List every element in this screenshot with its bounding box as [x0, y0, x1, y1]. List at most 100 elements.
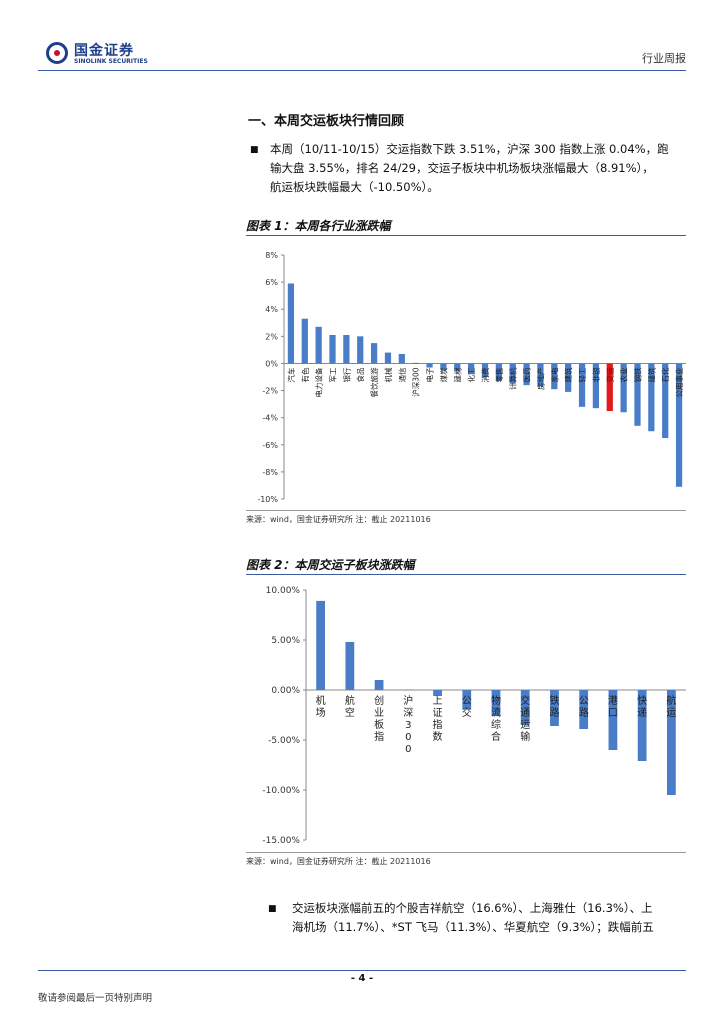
bar [523, 363, 530, 386]
category-label: 上证指数 [433, 695, 443, 743]
bar [620, 363, 627, 413]
category-label: 零售 [494, 367, 504, 382]
y-tick-label: -15.00% [262, 836, 300, 846]
y-tick-label: 2% [265, 332, 278, 341]
paragraph-weekly-summary: 本周（10/11-10/15）交运指数下跌 3.51%，沪深 300 指数上涨 … [270, 140, 690, 197]
bar [343, 334, 350, 364]
bar [370, 343, 378, 364]
chart2-transport-subsector-returns: 10.00% 5.00% 0.00% -5.00% -10.00% -15.00% 机场航空… [262, 586, 686, 846]
paragraph-top-stocks: 交运板块涨幅前五的个股吉祥航空（16.6%）、上海雅仕（16.3%）、上 海机场… [292, 899, 692, 937]
category-label: 房地产 [535, 367, 545, 390]
category-label: 汽车 [286, 367, 296, 382]
bar [315, 326, 322, 364]
y-tick-label: -4% [262, 414, 278, 423]
category-label: 建材 [452, 367, 462, 382]
category-label: 家电 [549, 367, 559, 382]
chart1-caption-rule [246, 235, 686, 236]
bar [384, 352, 392, 364]
category-label: 非银 [591, 367, 601, 382]
category-label: 煤炭 [438, 367, 448, 382]
category-label: 航空 [345, 694, 355, 719]
logo-en: SINOLINK SECURITIES [74, 58, 148, 65]
bar [481, 363, 489, 377]
category-label: 航运 [666, 694, 676, 719]
category-label: 农业 [619, 367, 629, 382]
bar [675, 363, 683, 487]
y-tick-label: -10% [257, 495, 278, 504]
category-label: 交通运输 [520, 694, 530, 743]
bullet-icon: ■ [268, 904, 277, 914]
bar [634, 363, 641, 426]
category-label: 通信 [397, 367, 407, 382]
bar [491, 690, 501, 716]
bar [509, 363, 516, 384]
chart1-caption: 图表 1：本周各行业涨跌幅 [246, 219, 391, 233]
category-label: 机械 [383, 367, 393, 382]
para-line: 航运板块跌幅最大（-10.50%）。 [270, 180, 439, 194]
para-line: 本周（10/11-10/15）交运指数下跌 3.51%，沪深 300 指数上涨 … [270, 142, 669, 156]
category-label: 港口 [608, 695, 618, 719]
category-label: 有色 [300, 367, 310, 382]
bar [398, 353, 405, 364]
category-label: 公路 [579, 696, 589, 719]
category-label: 军工 [329, 367, 338, 382]
category-label: 食品 [355, 367, 365, 382]
bar [495, 363, 502, 382]
bar [608, 690, 618, 750]
y-tick-label: 0.00% [271, 686, 300, 696]
y-tick-label: -8% [262, 468, 278, 477]
y-tick-label: -6% [262, 441, 278, 450]
category-label: 公交 [462, 696, 472, 719]
logo-mark-icon [46, 42, 68, 64]
y-tick-label: 4% [265, 305, 278, 314]
bullet-icon: ■ [250, 145, 259, 155]
chart1-bottom-rule [246, 510, 686, 511]
chart2-caption-rule [246, 574, 686, 575]
bar [662, 363, 669, 438]
category-label: 物流综合 [491, 694, 501, 743]
bar [579, 690, 589, 729]
category-label: 建筑 [646, 367, 656, 382]
y-tick-label: 8% [265, 251, 278, 260]
category-label: 交运 [605, 367, 615, 382]
y-tick-label: -10.00% [262, 786, 300, 796]
sinolink-logo: 国金证券 SINOLINK SECURITIES [46, 40, 156, 70]
section-title: 一、本周交运板块行情回顾 [248, 114, 405, 129]
header-rule [38, 70, 686, 71]
y-tick-label: -2% [262, 387, 278, 396]
bar [454, 363, 461, 372]
bar [537, 363, 544, 387]
y-tick-label: -5.00% [268, 736, 300, 746]
bar [426, 363, 433, 368]
para-line: 交运板块涨幅前五的个股吉祥航空（16.6%）、上海雅仕（16.3%）、上 [292, 901, 653, 915]
bar [648, 363, 655, 432]
category-label: 钢铁 [632, 367, 642, 382]
category-label: 建筑 [563, 367, 573, 382]
logo-cn: 国金证券 [74, 43, 134, 59]
bar [316, 600, 325, 690]
chart2-caption: 图表 2：本周交运子板块涨跌幅 [246, 558, 415, 572]
bar [592, 363, 600, 409]
bar [345, 642, 355, 690]
category-label: 快递 [637, 695, 647, 719]
bar [403, 689, 413, 691]
chart1-source: 来源：wind，国金证券研究所 注：截止 20211016 [246, 515, 431, 524]
category-label: 餐饮旅游 [369, 367, 379, 397]
category-label: 消费 [480, 367, 490, 382]
bar [301, 318, 308, 364]
category-label: 银行 [341, 367, 351, 382]
bar [468, 363, 475, 375]
y-tick-label: 0% [265, 359, 278, 368]
report-type: 行业周报 [642, 52, 686, 65]
bar [357, 336, 364, 364]
category-label: 医药 [522, 367, 532, 382]
bar [637, 690, 647, 761]
category-label: 计算机 [508, 367, 518, 390]
bar [550, 690, 559, 726]
bar [520, 690, 530, 726]
category-label: 铁路 [549, 694, 559, 719]
bar [433, 690, 442, 696]
bar [606, 363, 613, 412]
category-label: 电力设备 [314, 367, 324, 397]
